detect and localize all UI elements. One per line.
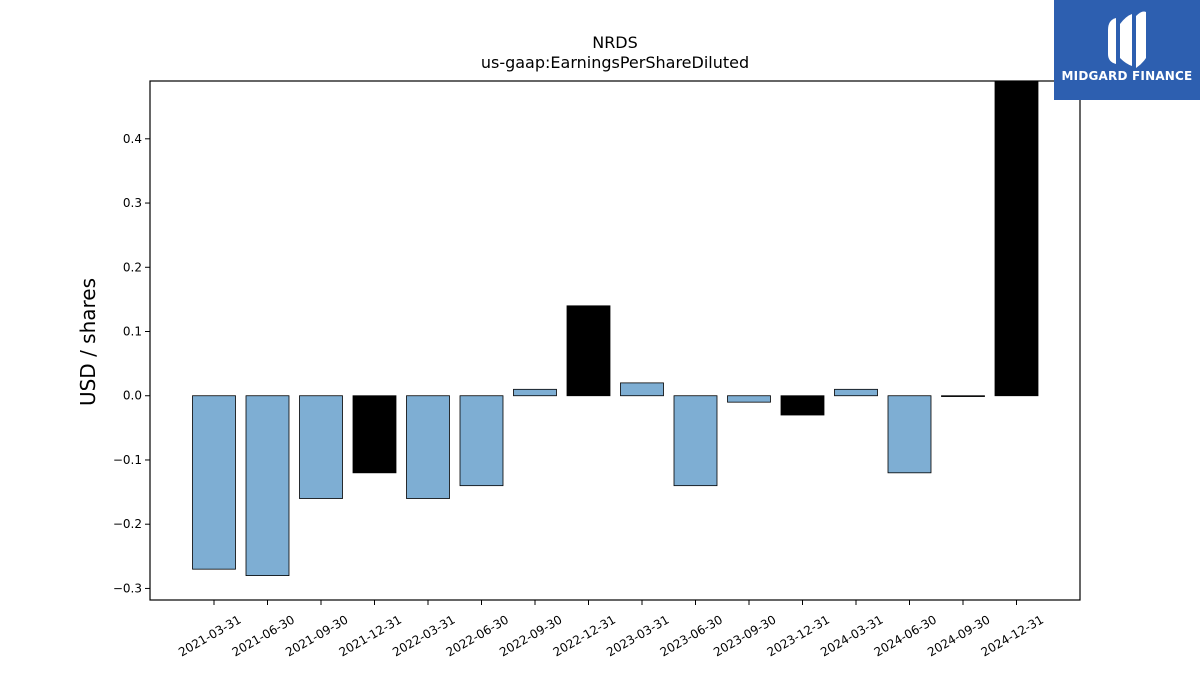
bar-2023-06-30 — [673, 395, 718, 487]
bar-2021-09-30 — [299, 395, 343, 499]
bar-2023-09-30 — [727, 395, 771, 403]
bar-2024-03-31 — [834, 388, 878, 397]
y-tick-label: 0.0 — [123, 389, 142, 403]
y-tick-label: 0.3 — [123, 196, 142, 210]
bar-2023-03-31 — [620, 382, 664, 397]
bar-2024-06-30 — [887, 395, 932, 474]
brand-logo: MIDGARD FINANCE — [1054, 0, 1200, 100]
chart-title: NRDS — [592, 33, 638, 52]
y-tick-label: 0.1 — [123, 325, 142, 339]
midgard-logo-icon — [1108, 11, 1146, 68]
bar-2022-09-30 — [513, 388, 557, 397]
y-tick-label: 0.2 — [123, 260, 142, 274]
bar-2022-06-30 — [459, 395, 504, 487]
bar-2023-12-31 — [780, 395, 825, 416]
y-tick-label: −0.1 — [113, 453, 142, 467]
bar-2021-12-31 — [352, 395, 397, 474]
bar-2022-12-31 — [566, 305, 611, 397]
logo-text: MIDGARD FINANCE — [1061, 69, 1193, 83]
y-tick-label: −0.3 — [113, 581, 142, 595]
bar-2021-06-30 — [245, 395, 290, 576]
chart-subtitle: us-gaap:EarningsPerShareDiluted — [480, 53, 750, 72]
bar-2021-03-31 — [192, 395, 236, 570]
plot-frame — [149, 80, 1081, 601]
bar-2022-03-31 — [406, 395, 450, 499]
y-tick-label: −0.2 — [113, 517, 142, 531]
bar-2024-09-30 — [941, 395, 985, 397]
bars-group — [192, 80, 1039, 576]
x-axis: 2021-03-312021-06-302021-09-302021-12-31… — [176, 600, 1046, 659]
y-axis-label: USD / shares — [76, 277, 100, 407]
bar-2024-12-31 — [994, 80, 1039, 397]
y-tick-label: 0.4 — [123, 132, 142, 146]
plot-area — [150, 81, 1080, 600]
y-axis: −0.3 −0.2 −0.1 0.0 0.1 0.2 0.3 0.4 — [113, 132, 150, 595]
